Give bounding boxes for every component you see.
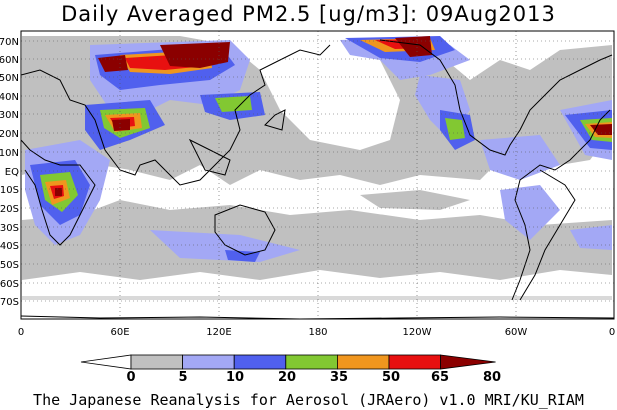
lon-label: 120W — [403, 327, 432, 338]
colorbar-label: 35 — [330, 370, 348, 385]
map-title: Daily Averaged PM2.5 [ug/m3]: 09Aug2013 — [61, 2, 556, 26]
colorbar-label: 20 — [278, 370, 296, 385]
pm25-field — [22, 36, 612, 300]
colorbar-label: 5 — [178, 370, 187, 385]
lat-label: 60N — [0, 55, 19, 66]
latitude-labels: 70N 60N 50N 40N 30N 20N 10N EQ 10S 20S 3… — [0, 37, 19, 308]
map-frame — [20, 30, 615, 320]
colorbar-label: 65 — [431, 370, 449, 385]
lon-label: 0 — [609, 327, 615, 338]
lon-label: 60E — [110, 327, 129, 338]
lon-label: 0 — [18, 327, 24, 338]
lat-label: 10S — [0, 185, 19, 196]
longitude-labels: 0 60E 120E 180 120W 60W 0 — [18, 327, 615, 338]
lat-label: 30N — [0, 110, 19, 121]
lon-label: 60W — [505, 327, 528, 338]
lat-label: 30S — [0, 223, 19, 234]
lon-label: 180 — [308, 327, 327, 338]
pm25-map: 70N 60N 50N 40N 30N 20N 10N EQ 10S 20S 3… — [0, 30, 615, 338]
lat-label: 10N — [0, 148, 19, 159]
lat-label: EQ — [5, 167, 19, 178]
lat-label: 70N — [0, 37, 19, 48]
lat-label: 40S — [0, 241, 19, 252]
credit-line: The Japanese Reanalysis for Aerosol (JRA… — [33, 391, 584, 409]
lat-lon-grid — [21, 31, 614, 319]
pm25-band-80-plus — [55, 36, 612, 196]
lon-label: 120E — [206, 327, 231, 338]
lat-label: 50S — [0, 260, 19, 271]
colorbar-labels: 0 5 10 20 35 50 65 80 — [126, 370, 501, 385]
lat-label: 20N — [0, 129, 19, 140]
lat-label: 40N — [0, 92, 19, 103]
colorbar-label: 80 — [483, 370, 501, 385]
lat-label: 20S — [0, 204, 19, 215]
lat-label: 50N — [0, 73, 19, 84]
lat-label: 60S — [0, 279, 19, 290]
colorbar-label: 50 — [382, 370, 400, 385]
coastlines — [21, 39, 614, 319]
colorbar-label: 10 — [226, 370, 244, 385]
lat-label: 70S — [0, 297, 19, 308]
colorbar-label: 0 — [126, 370, 135, 385]
